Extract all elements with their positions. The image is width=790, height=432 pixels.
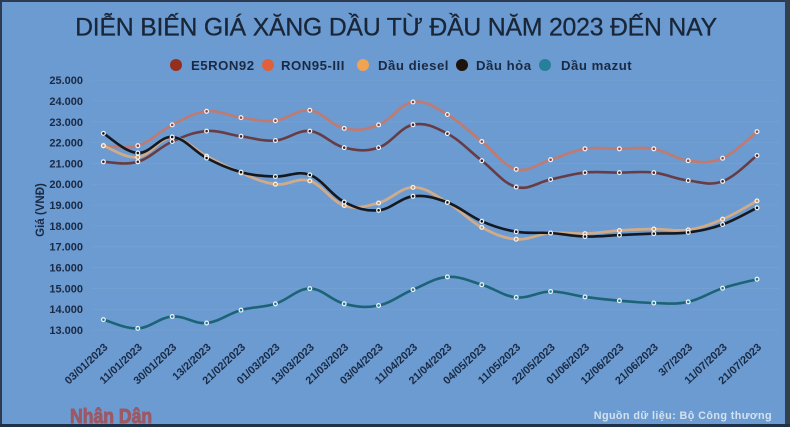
svg-text:Giá (VNĐ): Giá (VNĐ) (35, 183, 47, 237)
svg-text:Nhân Dân: Nhân Dân (70, 405, 152, 427)
svg-text:RON95-III: RON95-III (281, 58, 345, 73)
svg-text:24.000: 24.000 (49, 96, 83, 108)
svg-text:Dầu hỏa: Dầu hỏa (476, 58, 532, 73)
svg-text:23.000: 23.000 (49, 117, 83, 129)
svg-text:13.000: 13.000 (49, 325, 83, 337)
svg-text:DIỄN BIẾN GIÁ XĂNG DẦU TỪ ĐẦU: DIỄN BIẾN GIÁ XĂNG DẦU TỪ ĐẦU NĂM 2023 Đ… (75, 11, 717, 41)
svg-text:22.000: 22.000 (49, 138, 83, 150)
svg-text:25.000: 25.000 (49, 75, 83, 87)
svg-text:17.000: 17.000 (49, 242, 83, 254)
svg-text:Nguồn dữ liệu: Bộ Công thương: Nguồn dữ liệu: Bộ Công thương (594, 410, 772, 422)
svg-text:Dầu diesel: Dầu diesel (378, 58, 449, 73)
svg-text:19.000: 19.000 (49, 200, 83, 212)
svg-text:18.000: 18.000 (49, 221, 83, 233)
svg-text:16.000: 16.000 (49, 263, 83, 275)
svg-text:15.000: 15.000 (49, 283, 83, 295)
svg-text:14.000: 14.000 (49, 304, 83, 316)
svg-text:21.000: 21.000 (49, 158, 83, 170)
svg-text:Dầu mazut: Dầu mazut (561, 58, 632, 73)
svg-text:E5RON92: E5RON92 (191, 58, 255, 73)
svg-text:20.000: 20.000 (49, 179, 83, 191)
